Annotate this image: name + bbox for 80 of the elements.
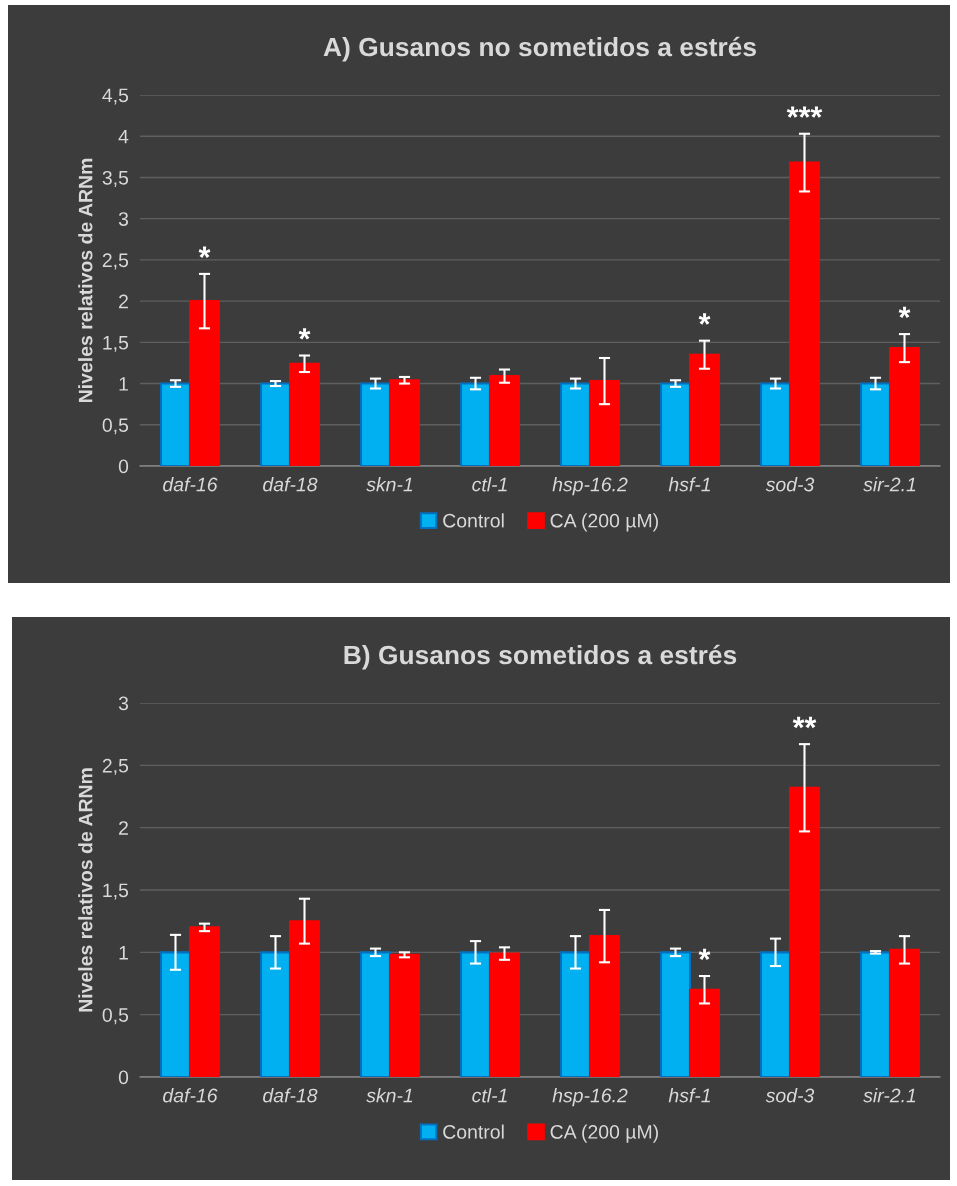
y-tick-label: 0,5 [102,418,129,435]
y-axis-title: Niveles relativos de ARNm [78,158,93,403]
bar [388,953,421,1077]
bar [359,951,392,1077]
x-tick-label: daf-16 [163,477,218,492]
bar [288,920,321,1077]
x-tick-label: sir-2.1 [863,1088,916,1103]
x-tick-label: daf-18 [263,477,318,492]
bar [488,375,521,466]
y-tick-label: 0 [118,459,129,474]
chart-title: A) Gusanos no sometidos a estrés [323,36,756,62]
annotation: * [698,313,711,325]
bar [459,951,492,1077]
bar [559,951,592,1077]
y-tick-label: 2 [119,294,128,309]
bar [888,347,921,466]
bar [859,951,892,1077]
x-tick-label: daf-18 [263,1088,318,1103]
y-tick-label: 0,5 [102,1008,129,1025]
y-tick-label: 3,5 [102,170,129,187]
y-tick-label: 3 [118,696,129,711]
chart-title: B) Gusanos sometidos a estrés [344,644,737,670]
x-tick-label: hsf-1 [668,477,710,492]
annotation: ** [792,716,817,729]
y-tick-label: 3 [118,212,129,226]
bar [188,926,221,1077]
x-tick-label: ctl-1 [472,1088,507,1103]
x-tick-label: sod-3 [765,1088,815,1103]
bar [688,353,721,466]
annotation: *** [786,106,823,118]
legend-label: CA (200 µM) [550,513,658,532]
bar [588,380,621,466]
x-tick-label: skn-1 [366,1088,413,1103]
y-tick-label: 0 [118,1070,129,1085]
bar [259,382,292,466]
x-tick-label: hsp-16.2 [552,477,628,496]
bar [259,951,292,1077]
y-axis-title: Niveles relativos de ARNm [78,768,93,1012]
bar [159,951,192,1077]
bar [859,382,892,466]
bar [759,382,792,466]
bar [659,382,692,466]
x-tick-label: ctl-1 [472,477,507,492]
y-tick-label: 2,5 [102,253,129,270]
y-tick-label: 2,5 [102,758,129,775]
bar [288,362,321,466]
x-tick-label: hsp-16.2 [552,1088,628,1107]
bar [359,382,392,466]
legend-label: Control [443,513,504,528]
bar [788,786,821,1077]
bar [488,952,521,1077]
y-tick-label: 2 [119,821,128,835]
annotation: * [898,306,911,319]
x-tick-label: sod-3 [765,477,815,492]
y-tick-label: 4 [118,129,129,144]
bar [688,988,721,1077]
legend-label: CA (200 µM) [550,1124,658,1143]
bar [788,161,821,466]
bar [559,382,592,466]
y-tick-label: 1 [119,377,128,391]
y-tick-label: 1 [119,946,128,960]
bar [588,935,621,1077]
annotation: * [698,948,711,961]
x-tick-label: daf-16 [163,1088,218,1103]
bar [759,951,792,1077]
bar [888,948,921,1077]
bar [388,379,421,466]
x-tick-label: sir-2.1 [863,477,916,492]
y-tick-label: 1,5 [103,336,129,352]
bar [188,300,221,466]
bar [159,382,192,466]
bar [659,951,692,1077]
x-tick-label: hsf-1 [668,1088,710,1103]
y-tick-label: 4,5 [102,88,129,105]
y-tick-label: 1,5 [103,883,129,900]
legend-label: Control [443,1124,504,1139]
bar [459,382,492,466]
annotation: * [198,246,211,258]
annotation: * [298,328,311,340]
x-tick-label: skn-1 [366,477,413,492]
